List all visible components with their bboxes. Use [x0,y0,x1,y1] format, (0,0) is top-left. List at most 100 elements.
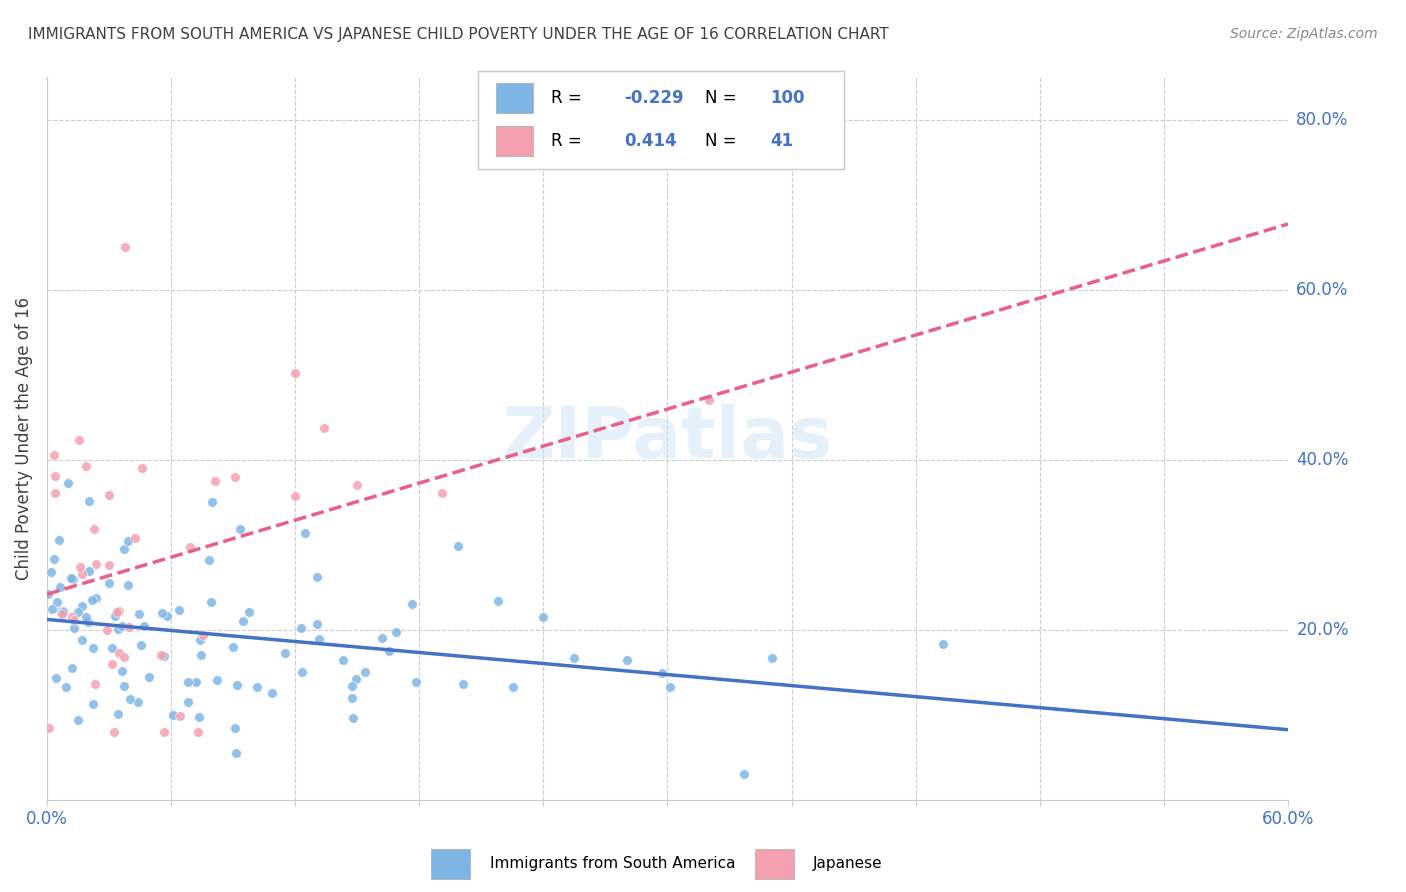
Point [56,476,79,491]
Point [150,606,173,620]
Point [274,646,297,660]
Text: Source: ZipAtlas.com: Source: ZipAtlas.com [1230,27,1378,41]
Point [290,621,312,635]
Point [117,578,139,592]
Point [44,486,66,500]
Point [246,680,269,694]
Point [207,673,229,688]
Point [82,698,104,712]
Point [112,680,135,694]
Point [108,604,131,618]
Point [49,604,72,618]
Point [651,666,673,681]
Point [284,366,307,380]
Point [221,640,243,655]
Point [187,709,209,723]
Point [294,526,316,541]
Point [59,571,82,585]
Text: IMMIGRANTS FROM SOUTH AMERICA VS JAPANESE CHILD POVERTY UNDER THE AGE OF 16 CORR: IMMIGRANTS FROM SOUTH AMERICA VS JAPANES… [28,27,889,42]
Text: R =: R = [551,89,582,107]
Point [70,632,93,647]
Text: ZIPatlas: ZIPatlas [502,404,832,473]
Point [238,605,260,619]
Point [167,603,190,617]
Point [204,474,226,488]
Point [308,632,330,646]
Point [451,677,474,691]
Point [284,489,307,503]
Point [60,661,83,675]
FancyBboxPatch shape [496,127,533,156]
Point [486,594,509,608]
Point [312,421,335,435]
Point [346,478,368,492]
Point [128,607,150,622]
Point [697,393,720,408]
Point [98,558,121,572]
Point [156,608,179,623]
Point [232,615,254,629]
Point [75,610,97,624]
Point [132,619,155,633]
Point [42,552,65,566]
Point [69,560,91,574]
Point [45,595,67,609]
Point [188,632,211,647]
Point [290,665,312,679]
Point [52,605,75,619]
Point [200,595,222,609]
Point [226,678,249,692]
Point [201,495,224,509]
FancyBboxPatch shape [432,849,470,880]
Point [105,605,128,619]
Point [75,459,97,474]
Point [63,613,86,627]
Point [117,533,139,548]
Text: Immigrants from South America: Immigrants from South America [489,855,735,871]
Point [377,643,399,657]
Point [101,657,124,671]
Point [98,488,121,502]
Point [332,653,354,667]
Text: -0.229: -0.229 [624,89,683,107]
FancyBboxPatch shape [496,83,533,112]
Point [82,640,104,655]
Text: 60.0%: 60.0% [1296,281,1348,299]
Point [162,708,184,723]
Point [39,565,62,579]
Text: N =: N = [704,132,737,150]
Point [371,631,394,645]
Point [107,623,129,637]
Point [77,565,100,579]
Point [62,622,84,636]
Point [224,721,246,735]
Point [45,672,67,686]
Point [342,711,364,725]
Point [38,721,60,735]
Point [658,680,681,694]
Point [62,572,84,586]
Point [70,566,93,581]
Point [70,599,93,614]
Point [103,724,125,739]
Point [96,623,118,637]
Point [177,695,200,709]
Point [932,637,955,651]
Point [37,587,59,601]
Point [502,680,524,694]
Point [225,746,247,760]
Text: 40.0%: 40.0% [1296,450,1348,468]
Point [60,610,83,624]
Point [197,553,219,567]
Point [385,625,408,640]
Point [97,576,120,591]
Point [67,433,90,447]
Point [307,570,329,584]
Point [401,597,423,611]
Point [405,674,427,689]
Y-axis label: Child Poverty Under the Age of 16: Child Poverty Under the Age of 16 [15,297,32,580]
Point [193,628,215,642]
Point [80,593,103,607]
Point [177,674,200,689]
Point [77,493,100,508]
